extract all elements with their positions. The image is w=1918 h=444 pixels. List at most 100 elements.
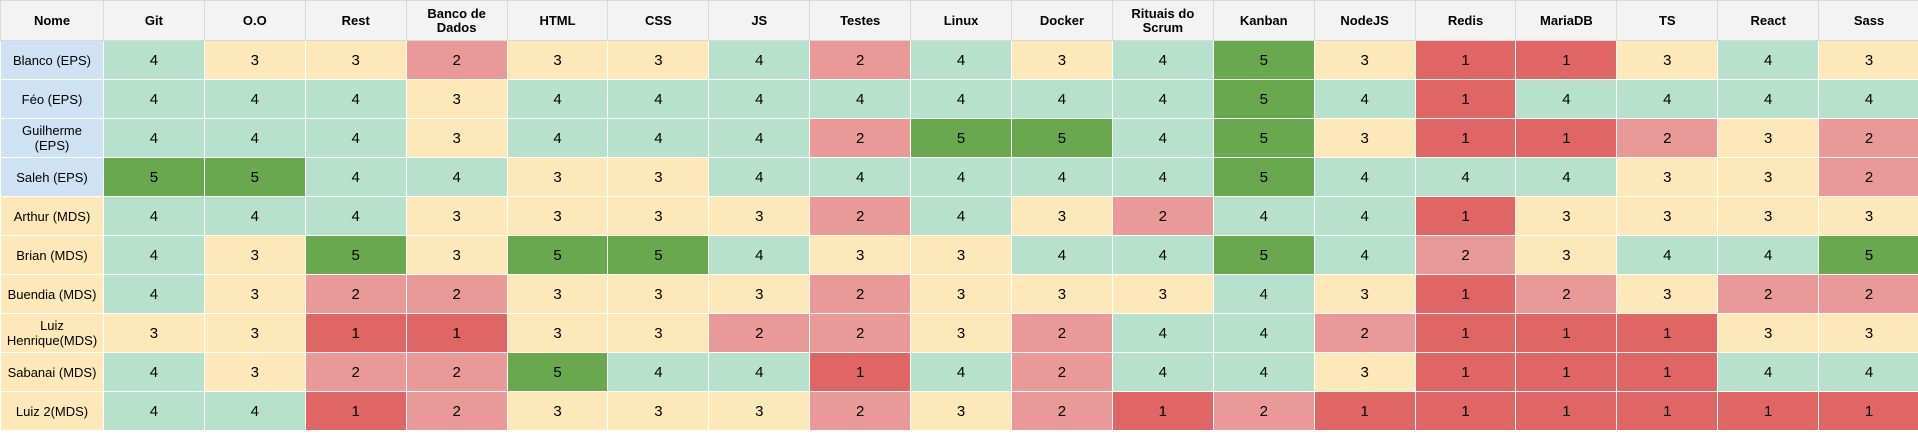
score-cell[interactable]: 4 <box>708 40 811 80</box>
score-cell[interactable]: 4 <box>304 79 407 119</box>
score-cell[interactable]: 1 <box>1414 391 1517 431</box>
score-cell[interactable]: 4 <box>1212 313 1315 353</box>
score-cell[interactable]: 4 <box>1111 235 1214 275</box>
score-cell[interactable]: 4 <box>103 391 205 431</box>
score-cell[interactable]: 2 <box>1515 274 1618 314</box>
score-cell[interactable]: 2 <box>1818 274 1918 314</box>
score-cell[interactable]: 3 <box>1717 118 1820 158</box>
score-cell[interactable]: 4 <box>708 157 811 197</box>
score-cell[interactable]: 4 <box>304 196 407 236</box>
score-cell[interactable]: 3 <box>1313 40 1416 80</box>
score-cell[interactable]: 2 <box>1818 157 1918 197</box>
column-header-skill[interactable]: Rest <box>304 0 407 41</box>
score-cell[interactable]: 2 <box>304 352 407 392</box>
score-cell[interactable]: 3 <box>809 235 912 275</box>
score-cell[interactable]: 4 <box>203 196 306 236</box>
score-cell[interactable]: 1 <box>1414 352 1517 392</box>
score-cell[interactable]: 4 <box>506 79 609 119</box>
score-cell[interactable]: 4 <box>1515 79 1618 119</box>
score-cell[interactable]: 2 <box>809 274 912 314</box>
score-cell[interactable]: 4 <box>1212 352 1315 392</box>
score-cell[interactable]: 2 <box>809 196 912 236</box>
score-cell[interactable]: 3 <box>708 274 811 314</box>
score-cell[interactable]: 2 <box>809 313 912 353</box>
student-name-cell[interactable]: Guilherme (EPS) <box>0 118 104 158</box>
score-cell[interactable]: 5 <box>1212 157 1315 197</box>
score-cell[interactable]: 5 <box>607 235 710 275</box>
score-cell[interactable]: 1 <box>1313 391 1416 431</box>
column-header-skill[interactable]: Docker <box>1011 0 1113 41</box>
score-cell[interactable]: 3 <box>304 40 407 80</box>
score-cell[interactable]: 3 <box>1818 313 1918 353</box>
score-cell[interactable]: 4 <box>910 40 1013 80</box>
column-header-skill[interactable]: MariaDB <box>1515 0 1618 41</box>
score-cell[interactable]: 4 <box>708 352 811 392</box>
score-cell[interactable]: 3 <box>1616 274 1719 314</box>
score-cell[interactable]: 1 <box>809 352 912 392</box>
student-name-cell[interactable]: Saleh (EPS) <box>0 157 104 197</box>
score-cell[interactable]: 5 <box>203 157 306 197</box>
score-cell[interactable]: 5 <box>1212 40 1315 80</box>
score-cell[interactable]: 3 <box>506 40 609 80</box>
score-cell[interactable]: 2 <box>1313 313 1416 353</box>
student-name-cell[interactable]: Féo (EPS) <box>0 79 104 119</box>
score-cell[interactable]: 5 <box>1212 118 1315 158</box>
score-cell[interactable]: 1 <box>304 391 407 431</box>
score-cell[interactable]: 4 <box>1111 157 1214 197</box>
student-name-cell[interactable]: Buendia (MDS) <box>0 274 104 314</box>
score-cell[interactable]: 3 <box>506 391 609 431</box>
score-cell[interactable]: 2 <box>809 40 912 80</box>
score-cell[interactable]: 2 <box>405 352 508 392</box>
score-cell[interactable]: 2 <box>1011 391 1113 431</box>
score-cell[interactable]: 4 <box>1313 157 1416 197</box>
score-cell[interactable]: 1 <box>1414 118 1517 158</box>
column-header-skill[interactable]: HTML <box>506 0 609 41</box>
student-name-cell[interactable]: Luiz 2(MDS) <box>0 391 104 431</box>
score-cell[interactable]: 3 <box>1717 157 1820 197</box>
score-cell[interactable]: 5 <box>910 118 1013 158</box>
score-cell[interactable]: 3 <box>1717 313 1820 353</box>
score-cell[interactable]: 3 <box>910 235 1013 275</box>
score-cell[interactable]: 4 <box>1011 157 1113 197</box>
score-cell[interactable]: 3 <box>203 352 306 392</box>
column-header-skill[interactable]: Banco de Dados <box>405 0 508 41</box>
column-header-skill[interactable]: Sass <box>1818 0 1918 41</box>
score-cell[interactable]: 5 <box>1011 118 1113 158</box>
score-cell[interactable]: 1 <box>1515 40 1618 80</box>
score-cell[interactable]: 4 <box>103 79 205 119</box>
score-cell[interactable]: 4 <box>1414 157 1517 197</box>
column-header-skill[interactable]: Linux <box>910 0 1013 41</box>
score-cell[interactable]: 3 <box>1818 40 1918 80</box>
score-cell[interactable]: 1 <box>1515 352 1618 392</box>
score-cell[interactable]: 3 <box>506 196 609 236</box>
score-cell[interactable]: 3 <box>1011 196 1113 236</box>
score-cell[interactable]: 3 <box>910 274 1013 314</box>
score-cell[interactable]: 2 <box>405 274 508 314</box>
score-cell[interactable]: 5 <box>506 352 609 392</box>
column-header-skill[interactable]: NodeJS <box>1313 0 1416 41</box>
score-cell[interactable]: 4 <box>1616 79 1719 119</box>
column-header-skill[interactable]: React <box>1717 0 1820 41</box>
score-cell[interactable]: 4 <box>1515 157 1618 197</box>
score-cell[interactable]: 4 <box>506 118 609 158</box>
score-cell[interactable]: 2 <box>1414 235 1517 275</box>
score-cell[interactable]: 4 <box>304 157 407 197</box>
score-cell[interactable]: 3 <box>1717 196 1820 236</box>
column-header-skill[interactable]: Rituais do Scrum <box>1111 0 1214 41</box>
score-cell[interactable]: 4 <box>103 274 205 314</box>
score-cell[interactable]: 1 <box>1818 391 1918 431</box>
score-cell[interactable]: 4 <box>1111 79 1214 119</box>
score-cell[interactable]: 3 <box>506 274 609 314</box>
score-cell[interactable]: 5 <box>1212 235 1315 275</box>
score-cell[interactable]: 4 <box>809 157 912 197</box>
score-cell[interactable]: 3 <box>203 274 306 314</box>
score-cell[interactable]: 4 <box>1313 79 1416 119</box>
score-cell[interactable]: 2 <box>405 40 508 80</box>
score-cell[interactable]: 3 <box>1616 157 1719 197</box>
score-cell[interactable]: 3 <box>607 274 710 314</box>
student-name-cell[interactable]: Sabanai (MDS) <box>0 352 104 392</box>
score-cell[interactable]: 4 <box>607 79 710 119</box>
column-header-skill[interactable]: Git <box>103 0 205 41</box>
score-cell[interactable]: 3 <box>1515 235 1618 275</box>
score-cell[interactable]: 4 <box>910 157 1013 197</box>
